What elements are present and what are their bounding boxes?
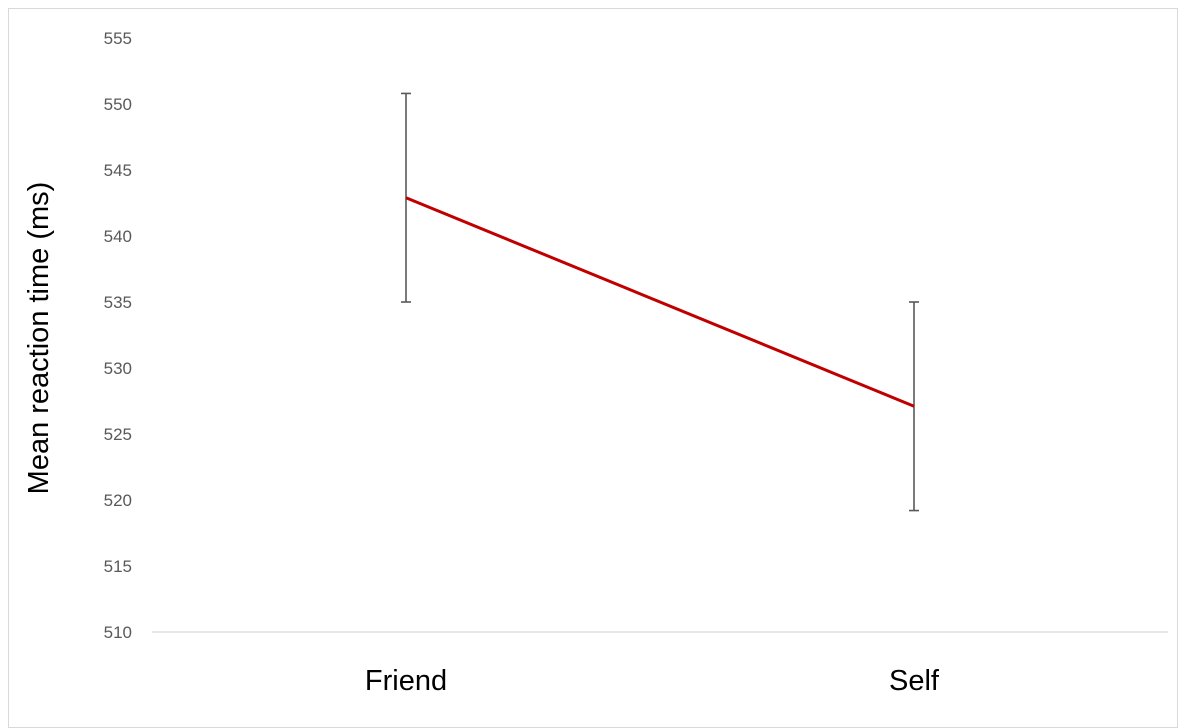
- x-category-label: Self: [889, 665, 940, 697]
- y-tick-label: 555: [104, 29, 132, 48]
- line-chart: 510 515 520 525 530 535 540 545 550 555 Friend Sel…: [23, 29, 1168, 697]
- y-axis-label: Mean reaction time (ms): [23, 182, 55, 495]
- y-axis-ticks: 510 515 520 525 530 535 540 545 550 555: [104, 29, 132, 642]
- y-tick-label: 515: [104, 557, 132, 576]
- y-tick-label: 540: [104, 227, 132, 246]
- x-axis-categories: Friend Self: [365, 665, 940, 697]
- y-tick-label: 510: [104, 623, 132, 642]
- y-tick-label: 550: [104, 95, 132, 114]
- series-lines: [405, 196, 915, 408]
- y-tick-label: 545: [104, 161, 132, 180]
- x-category-label: Friend: [365, 665, 447, 697]
- y-tick-label: 530: [104, 359, 132, 378]
- series-line: [405, 196, 915, 408]
- chart-frame: [8, 8, 1178, 728]
- y-tick-label: 520: [104, 491, 132, 510]
- y-tick-label: 535: [104, 293, 132, 312]
- y-tick-label: 525: [104, 425, 132, 444]
